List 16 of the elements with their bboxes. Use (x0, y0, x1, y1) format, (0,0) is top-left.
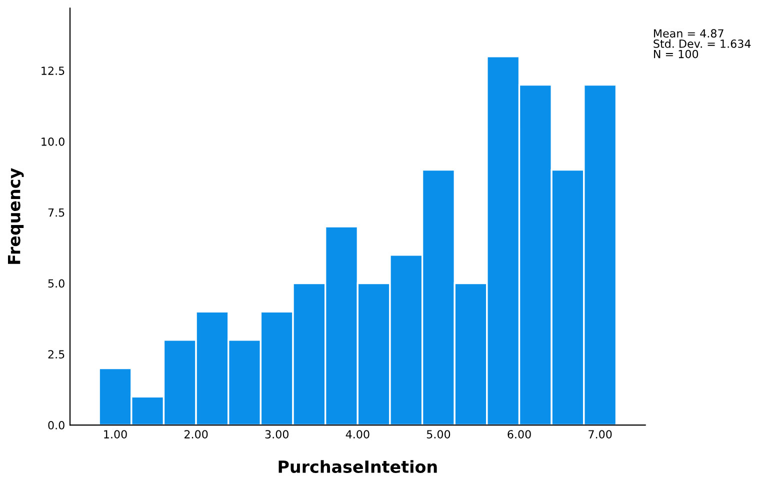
x-tick-label: 4.00 (346, 430, 370, 438)
y-tick-label: 2.5 (48, 350, 64, 359)
y-tick-label: 5.0 (48, 279, 64, 288)
y-tick-label: 12.5 (42, 66, 64, 75)
x-axis-title: PurchaseIntetion (278, 460, 437, 473)
y-tick-label: 10.0 (42, 137, 64, 146)
x-tick-label: 2.00 (184, 430, 208, 438)
y-tick-label: 0.0 (48, 421, 64, 430)
text: Mean = 4.87 Std. Dev. = 1.634 N = 100 (654, 29, 751, 58)
x-tick-label: 3.00 (265, 430, 288, 438)
x-tick-label: 1.00 (104, 430, 127, 438)
x-tick-label: 5.00 (426, 430, 450, 438)
y-axis-title: Frequency (8, 168, 24, 264)
x-tick-label: 7.00 (588, 430, 612, 438)
x-tick-label: 6.00 (508, 430, 531, 438)
y-tick-label: 7.5 (48, 208, 64, 217)
